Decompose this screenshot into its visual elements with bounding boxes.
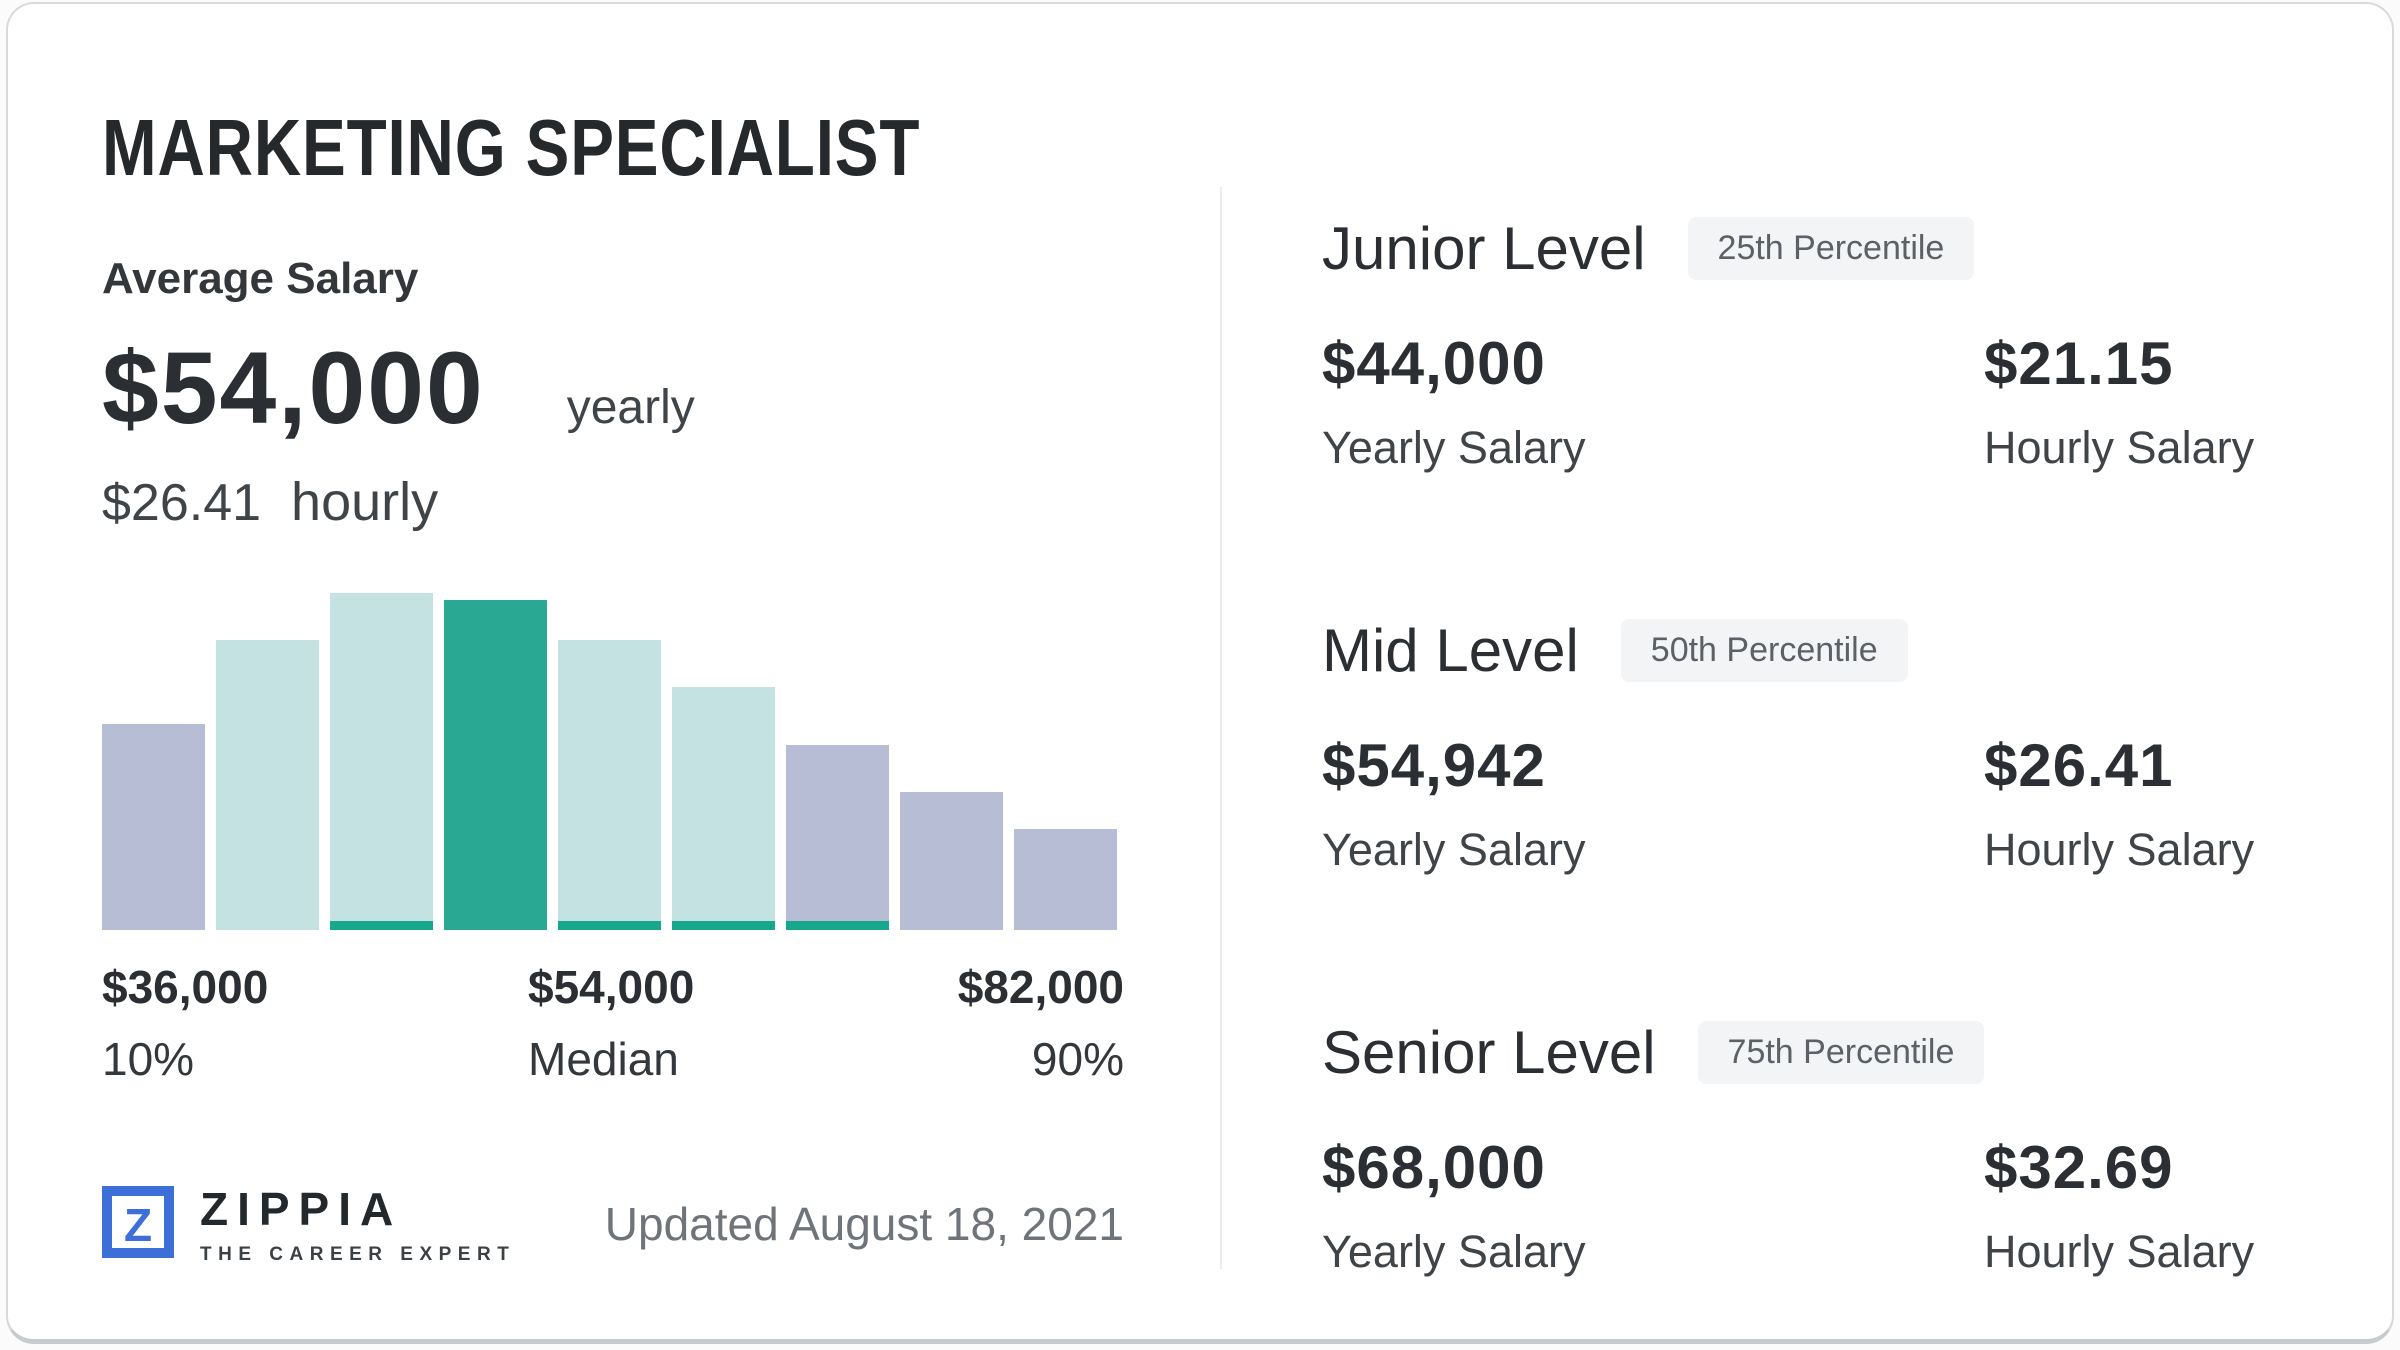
histogram-bar [1014, 828, 1117, 930]
hourly-label: Hourly Salary [1984, 824, 2255, 875]
average-yearly-unit: yearly [566, 381, 695, 434]
axis-10th-salary: $36,000 [102, 961, 269, 1013]
percentile-badge: 25th Percentile [1687, 217, 1975, 280]
axis-label-90th: $82,000 90% [958, 960, 1124, 1086]
axis-median-salary: $54,000 [528, 961, 695, 1013]
yearly-cell: $54,942 Yearly Salary [1322, 731, 1984, 876]
histogram-bar [900, 791, 1003, 930]
average-yearly-row: $54,000 yearly [102, 330, 1124, 447]
yearly-cell: $44,000 Yearly Salary [1322, 329, 1984, 474]
logo-text: ZIPPIA THE CAREER EXPERT [200, 1182, 515, 1266]
histogram-bar [672, 687, 775, 930]
level-name: Junior Level [1322, 215, 1646, 282]
percentile-column: Junior Level 25th Percentile $44,000 Yea… [1322, 214, 2328, 1278]
histogram-bar [102, 724, 205, 930]
percentile-badge: 75th Percentile [1697, 1021, 1985, 1084]
percentile-range-marker [558, 921, 661, 930]
histogram-bar [786, 744, 889, 930]
brand-name: ZIPPIA [200, 1183, 403, 1235]
level-header: Senior Level 75th Percentile [1322, 1018, 2328, 1087]
zippia-logo[interactable]: Z ZIPPIA THE CAREER EXPERT [102, 1182, 515, 1266]
percentile-range-marker [330, 921, 433, 930]
level-values: $54,942 Yearly Salary $26.41 Hourly Sala… [1322, 731, 2328, 876]
level-section-junior: Junior Level 25th Percentile $44,000 Yea… [1322, 214, 2328, 474]
average-hourly-unit: hourly [291, 472, 439, 532]
updated-date: Updated August 18, 2021 [604, 1198, 1124, 1250]
histogram-bar [558, 640, 661, 930]
axis-10th-percentile: 10% [102, 1033, 195, 1085]
level-header: Mid Level 50th Percentile [1322, 616, 2328, 685]
yearly-label: Yearly Salary [1322, 1226, 1586, 1277]
summary-column: MARKETING SPECIALIST Average Salary $54,… [102, 102, 1124, 1266]
axis-label-median: $54,000 Median [528, 960, 694, 1086]
salary-distribution-chart [102, 593, 1124, 930]
level-name: Senior Level [1322, 1019, 1656, 1086]
hourly-cell: $21.15 Hourly Salary [1984, 329, 2328, 474]
level-section-senior: Senior Level 75th Percentile $68,000 Yea… [1322, 1018, 2328, 1278]
average-hourly-row: $26.41 hourly [102, 471, 1124, 533]
average-salary-label: Average Salary [102, 254, 419, 303]
histogram-bar [216, 640, 319, 930]
level-name: Mid Level [1322, 617, 1579, 684]
histogram-bar [444, 599, 547, 930]
footer-row: Z ZIPPIA THE CAREER EXPERT Updated Augus… [102, 1182, 1124, 1266]
yearly-cell: $68,000 Yearly Salary [1322, 1133, 1984, 1278]
percentile-badge: 50th Percentile [1620, 619, 1908, 682]
axis-90th-salary: $82,000 [957, 961, 1124, 1013]
hourly-cell: $32.69 Hourly Salary [1984, 1133, 2328, 1278]
histogram-bar [330, 593, 433, 930]
yearly-label: Yearly Salary [1322, 422, 1586, 473]
salary-card: MARKETING SPECIALIST Average Salary $54,… [6, 2, 2394, 1344]
hourly-value: $26.41 [1984, 732, 2174, 799]
yearly-label: Yearly Salary [1322, 824, 1586, 875]
axis-label-10th: $36,000 10% [102, 960, 268, 1086]
vertical-divider [1220, 187, 1222, 1269]
average-yearly-value: $54,000 [102, 331, 485, 445]
level-header: Junior Level 25th Percentile [1322, 214, 2328, 283]
level-values: $68,000 Yearly Salary $32.69 Hourly Sala… [1322, 1133, 2328, 1278]
hourly-label: Hourly Salary [1984, 422, 2255, 473]
hourly-label: Hourly Salary [1984, 1226, 2255, 1277]
svg-text:Z: Z [124, 1199, 152, 1251]
percentile-range-marker [672, 921, 775, 930]
hourly-value: $21.15 [1984, 330, 2174, 397]
hourly-cell: $26.41 Hourly Salary [1984, 731, 2328, 876]
chart-axis-labels: $36,000 10% $54,000 Median $82,000 90% [102, 960, 1124, 1085]
axis-median-label: Median [528, 1033, 679, 1085]
yearly-value: $54,942 [1322, 732, 1546, 799]
percentile-range-marker [786, 921, 889, 930]
hourly-value: $32.69 [1984, 1134, 2174, 1201]
yearly-value: $68,000 [1322, 1134, 1546, 1201]
yearly-value: $44,000 [1322, 330, 1546, 397]
page-title: MARKETING SPECIALIST [102, 103, 921, 192]
axis-90th-percentile: 90% [1031, 1033, 1124, 1085]
brand-tagline: THE CAREER EXPERT [200, 1244, 516, 1265]
zippia-z-icon: Z [102, 1185, 174, 1263]
level-section-mid: Mid Level 50th Percentile $54,942 Yearly… [1322, 616, 2328, 876]
level-values: $44,000 Yearly Salary $21.15 Hourly Sala… [1322, 329, 2328, 474]
average-hourly-value: $26.41 [102, 474, 262, 532]
